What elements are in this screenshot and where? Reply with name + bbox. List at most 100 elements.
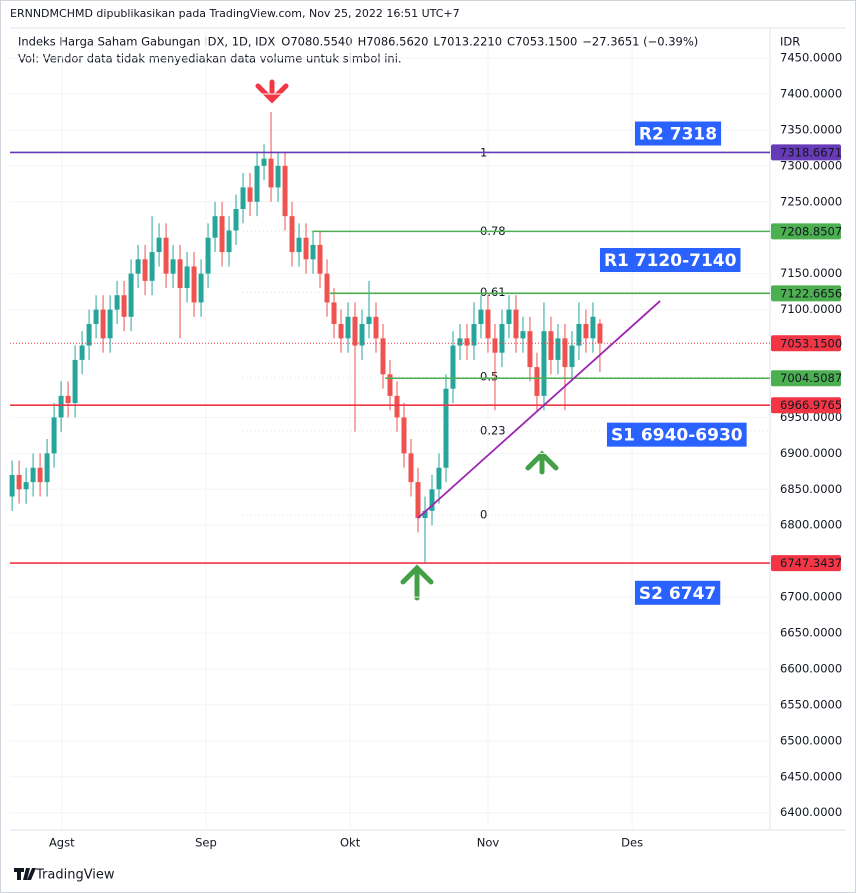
candle-body [520, 331, 526, 339]
candle-body [282, 165, 288, 217]
price-tag [771, 144, 841, 161]
candle-body [317, 244, 323, 274]
arrow-up [400, 564, 434, 601]
y-tick-label: 7100.0000 [780, 302, 842, 316]
candle-body [583, 323, 589, 339]
candle-body [275, 165, 281, 188]
candle-body [156, 237, 162, 253]
y-tick-label: 6850.0000 [780, 482, 842, 496]
candle-body [534, 367, 540, 396]
candle-body [219, 216, 225, 253]
candle-body [212, 216, 218, 238]
y-tick-label: 6950.0000 [780, 410, 842, 424]
annotation-box [634, 121, 722, 146]
candle-body [443, 388, 449, 468]
y-tick-label: 6550.0000 [780, 697, 842, 711]
candle-body [23, 482, 29, 490]
candle-body [163, 237, 169, 274]
y-tick-label: 7350.0000 [780, 122, 842, 136]
candle-body [58, 395, 64, 418]
candle-body [450, 345, 456, 389]
candle-body [16, 474, 22, 490]
candle-body [436, 467, 442, 490]
candle-body [261, 158, 267, 166]
candle-body [149, 252, 155, 281]
candle-body [548, 331, 554, 360]
price-tag [771, 397, 841, 414]
legend-value: 7086.5620 [366, 35, 428, 49]
price-tag-label: 7122.6656 [780, 286, 842, 300]
candle-body [555, 338, 561, 360]
candle-body [37, 467, 43, 483]
candle-body [9, 474, 15, 497]
candle-body [415, 482, 421, 519]
price-tag-label: 7318.6671 [780, 145, 842, 159]
candle-body [366, 316, 372, 324]
candle-body [576, 323, 582, 346]
candle-body [247, 187, 253, 202]
candle-body [422, 510, 428, 519]
candle-body [121, 295, 127, 317]
candle-body [135, 259, 141, 274]
fib-label: 0.23 [480, 424, 506, 438]
candle-body [51, 417, 57, 454]
price-tag [771, 555, 841, 572]
x-tick-label: Agst [49, 836, 75, 850]
y-tick-label: 6650.0000 [780, 626, 842, 640]
candle-body [464, 338, 470, 346]
y-tick-label: 6700.0000 [780, 590, 842, 604]
candle-body [226, 230, 232, 253]
y-tick-label: 6800.0000 [780, 518, 842, 532]
candle-body [338, 323, 344, 339]
arrow-up [525, 450, 559, 475]
candle-body [485, 309, 491, 339]
candle-body [590, 316, 596, 339]
price-tag-label: 7004.5087 [780, 371, 842, 385]
candle-body [359, 323, 365, 346]
x-tick-label: Okt [340, 836, 361, 850]
publisher: ERNNDMCHMD dipublikasikan pada TradingVi… [10, 7, 460, 20]
candle-body [114, 295, 120, 310]
candle-body [268, 158, 274, 188]
price-tag [771, 335, 841, 352]
candle-body [72, 359, 78, 404]
annotation-box [599, 248, 741, 273]
candle-body [324, 273, 330, 303]
candle-body [205, 237, 211, 274]
fib-label: 0.5 [480, 370, 498, 384]
candle-body [86, 323, 92, 346]
candle-body [499, 323, 505, 353]
candle-body [254, 165, 260, 202]
annotation-text: R2 7318 [639, 125, 717, 145]
candle-body [401, 417, 407, 454]
candle-body [303, 237, 309, 260]
x-tick-label: Sep [195, 836, 217, 850]
candle-body [492, 338, 498, 353]
candle-body [345, 316, 351, 339]
legend-key: H [358, 35, 367, 49]
candle-body [429, 489, 435, 511]
candle-body [198, 273, 204, 303]
candle-body [44, 453, 50, 483]
candle-body [527, 331, 533, 368]
candle-body [394, 395, 400, 418]
candle-body [331, 302, 337, 324]
candle-body [513, 309, 519, 339]
y-tick-label: 7150.0000 [780, 266, 842, 280]
legend-value: 7013.2210 [440, 35, 502, 49]
y-tick-label: 6400.0000 [780, 805, 842, 819]
candle-body [380, 338, 386, 375]
y-tick-label: 6600.0000 [780, 661, 842, 675]
candle-body [562, 338, 568, 368]
symbol: Indeks Harga Saham Gabungan IDX, 1D, IDX [18, 35, 275, 49]
candle-body [408, 453, 414, 483]
legend-key: C [507, 35, 515, 49]
candle-body [107, 309, 113, 339]
candle-body [184, 266, 190, 289]
y-tick-label: 6900.0000 [780, 446, 842, 460]
candle-body [240, 187, 246, 209]
candle-body [373, 316, 379, 339]
candle-body [289, 216, 295, 253]
